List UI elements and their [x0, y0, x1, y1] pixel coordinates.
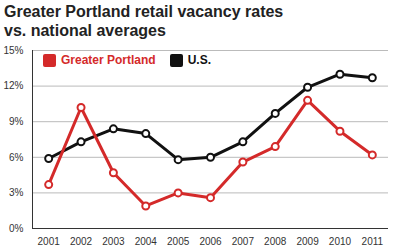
svg-text:12%: 12%	[3, 80, 23, 91]
html-text:U.S.: U.S.	[187, 53, 211, 67]
svg-text:2002: 2002	[70, 236, 93, 247]
svg-text:2009: 2009	[296, 236, 319, 247]
svg-text:2004: 2004	[135, 236, 158, 247]
svg-text:2006: 2006	[199, 236, 222, 247]
svg-text:2001: 2001	[38, 236, 61, 247]
svg-text:0%: 0%	[9, 223, 24, 234]
svg-text:3%: 3%	[9, 187, 24, 198]
html-text:vs. national averages: vs. national averages	[4, 22, 166, 39]
svg-text:2003: 2003	[102, 236, 125, 247]
svg-text:2008: 2008	[264, 236, 287, 247]
svg-text:2010: 2010	[329, 236, 352, 247]
svg-text:15%: 15%	[3, 45, 23, 56]
html-text:Greater Portland: Greater Portland	[61, 53, 156, 67]
html-text:Greater Portland retail vacanc: Greater Portland retail vacancy rates	[4, 3, 284, 20]
svg-text:6%: 6%	[9, 152, 24, 163]
svg-text:9%: 9%	[9, 116, 24, 127]
svg-text:2011: 2011	[362, 236, 384, 247]
svg-text:2005: 2005	[167, 236, 190, 247]
svg-text:2007: 2007	[232, 236, 255, 247]
